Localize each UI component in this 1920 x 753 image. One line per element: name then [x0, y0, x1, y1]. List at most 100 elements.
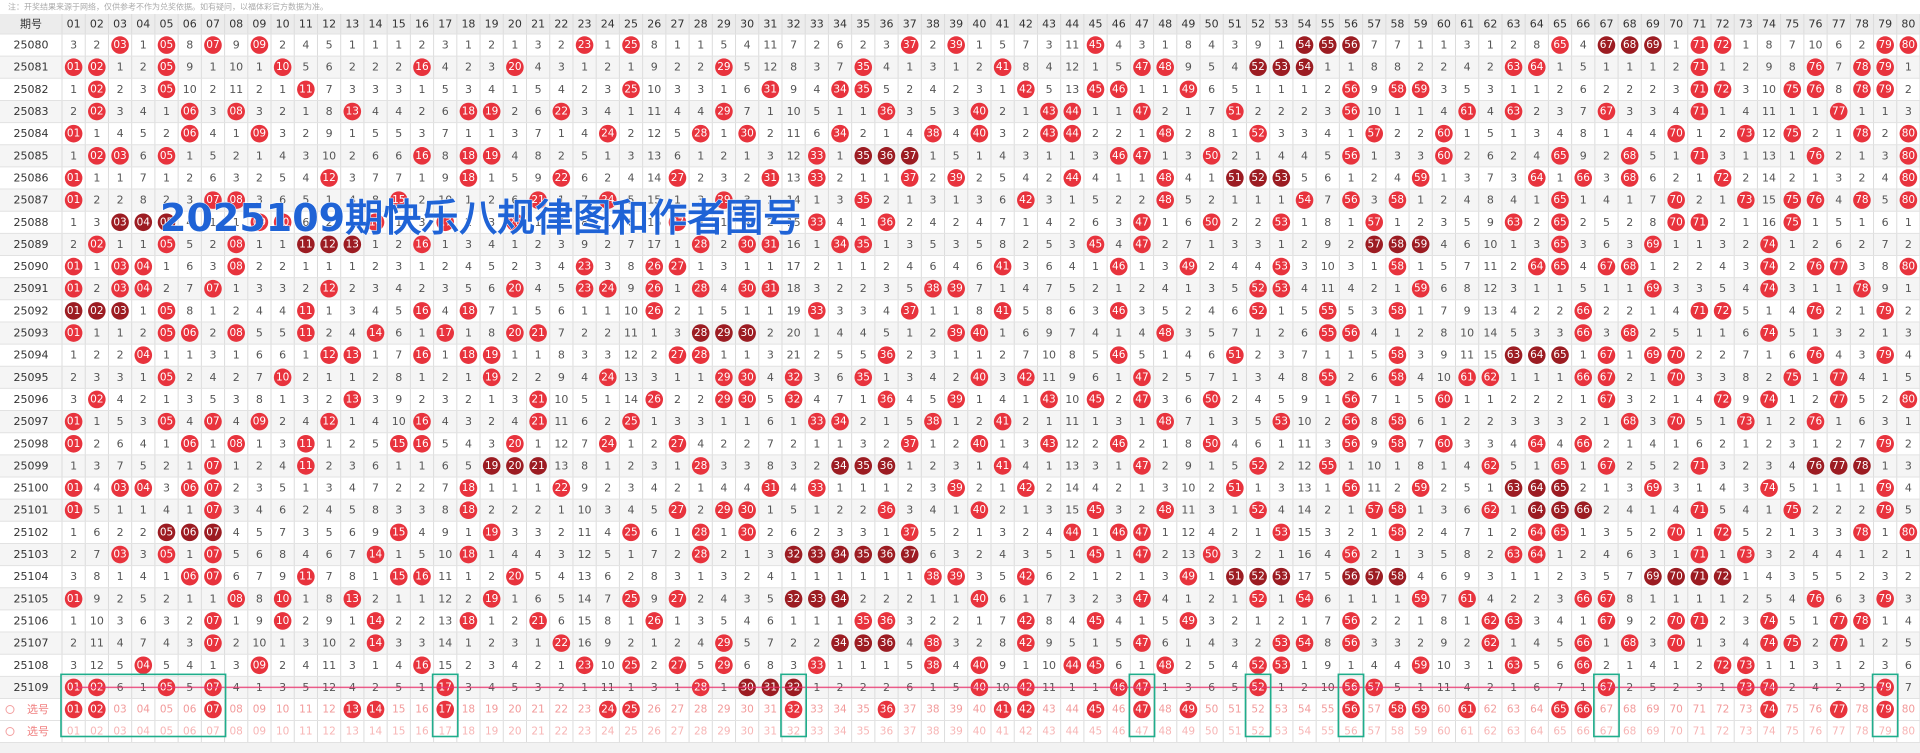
omission: 2 — [1603, 659, 1610, 672]
omission: 3 — [651, 459, 658, 472]
omission: 10 — [90, 614, 104, 627]
pick-number: 63 — [1507, 726, 1520, 738]
ball-number: 11 — [299, 438, 312, 450]
omission: 3 — [906, 614, 913, 627]
omission: 1 — [1278, 592, 1285, 605]
ball-number: 05 — [160, 416, 173, 428]
omission: 3 — [535, 526, 542, 539]
ball-number: 23 — [578, 659, 591, 671]
ball-number: 11 — [299, 327, 312, 339]
pick-number: 70 — [1669, 726, 1682, 738]
omission: 1 — [999, 282, 1006, 295]
omission: 5 — [395, 127, 402, 140]
ball-number: 58 — [1391, 261, 1404, 273]
omission: 3 — [349, 304, 356, 317]
omission: 4 — [1649, 127, 1656, 140]
pick-number: 30 — [740, 704, 753, 716]
omission: 5 — [1138, 349, 1145, 362]
omission: 1 — [535, 349, 542, 362]
ball-number: 78 — [1855, 526, 1868, 538]
pick-number: 60 — [1437, 704, 1450, 716]
omission: 6 — [1882, 216, 1889, 229]
omission: 5 — [535, 570, 542, 583]
omission: 2 — [1510, 592, 1517, 605]
omission: 3 — [1905, 105, 1912, 118]
ball-number: 05 — [160, 61, 173, 73]
omission: 1 — [1347, 171, 1354, 184]
omission: 3 — [1417, 548, 1424, 561]
omission: 4 — [209, 127, 216, 140]
omission: 5 — [883, 327, 890, 340]
ball-number: 21 — [531, 416, 544, 428]
header-col: 72 — [1716, 18, 1730, 31]
ball-number: 16 — [415, 150, 429, 162]
omission: 1 — [1417, 194, 1424, 207]
omission: 1 — [1858, 105, 1865, 118]
omission: 1 — [1301, 659, 1308, 672]
pick-number: 53 — [1275, 704, 1288, 716]
omission: 1 — [511, 304, 518, 317]
omission: 2 — [929, 614, 936, 627]
ball-number: 63 — [1507, 106, 1520, 118]
ball-number: 14 — [369, 615, 383, 627]
omission: 1 — [1092, 570, 1099, 583]
omission: 5 — [1046, 83, 1053, 96]
omission: 6 — [256, 548, 263, 561]
ball-number: 34 — [833, 460, 847, 472]
header-col: 20 — [508, 18, 522, 31]
omission: 1 — [326, 371, 333, 384]
omission: 3 — [837, 194, 844, 207]
ball — [1876, 80, 1894, 99]
omission: 2 — [1371, 548, 1378, 561]
omission: 2 — [1231, 149, 1238, 162]
omission: 2 — [1649, 83, 1656, 96]
omission: 1 — [1510, 127, 1517, 140]
omission: 1 — [1858, 304, 1865, 317]
ball — [1551, 36, 1569, 54]
omission: 1 — [1231, 504, 1238, 517]
ball — [1899, 124, 1918, 143]
ball-number: 25 — [624, 593, 637, 605]
omission: 4 — [1789, 459, 1796, 472]
omission: 1 — [1162, 349, 1169, 362]
omission: 3 — [233, 171, 240, 184]
ball-number: 35 — [857, 150, 870, 162]
ball — [1806, 147, 1825, 165]
pick-number: 21 — [531, 726, 544, 738]
omission: 3 — [1301, 127, 1308, 140]
ball — [111, 36, 129, 54]
omission: 1 — [767, 304, 774, 317]
omission: 5 — [279, 482, 286, 495]
omission: 1 — [1812, 371, 1819, 384]
issue: 25091 — [14, 282, 49, 295]
pick-number: 76 — [1809, 726, 1823, 738]
ball-number: 78 — [1855, 128, 1868, 140]
ball-number: 22 — [555, 637, 568, 649]
omission: 12 — [624, 349, 638, 362]
omission: 4 — [1626, 127, 1633, 140]
omission: 4 — [744, 39, 751, 52]
omission: 2 — [1510, 393, 1517, 406]
omission: 13 — [647, 149, 661, 162]
ball-number: 01 — [67, 438, 80, 450]
ball — [947, 169, 965, 187]
omission: 14 — [1483, 327, 1497, 340]
omission: 1 — [418, 260, 425, 273]
omission: 1 — [1138, 83, 1145, 96]
omission: 5 — [720, 614, 727, 627]
ball — [250, 36, 269, 54]
header-col: 24 — [601, 18, 615, 31]
omission: 2 — [999, 349, 1006, 362]
ball — [227, 102, 245, 121]
omission: 1 — [953, 415, 960, 428]
omission: 7 — [326, 570, 333, 583]
ball-number: 40 — [973, 327, 986, 339]
omission: 9 — [1324, 659, 1331, 672]
omission: 1 — [163, 349, 170, 362]
omission: 4 — [837, 327, 844, 340]
pick-number: 55 — [1321, 704, 1334, 716]
ball-number: 50 — [1205, 549, 1218, 561]
header-col: 53 — [1274, 18, 1288, 31]
ball-number: 44 — [1066, 128, 1080, 140]
omission: 2 — [1858, 570, 1865, 583]
